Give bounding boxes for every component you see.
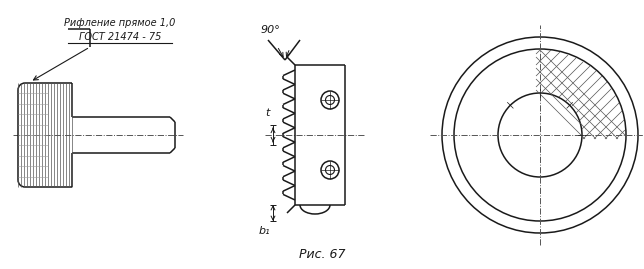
Text: ГОСТ 21474 - 75: ГОСТ 21474 - 75	[79, 32, 161, 42]
Text: 90°: 90°	[261, 25, 281, 35]
Text: Рифление прямое 1,0: Рифление прямое 1,0	[64, 18, 176, 28]
Text: t: t	[265, 108, 270, 118]
Text: b₁: b₁	[258, 226, 270, 236]
Text: Рис. 67: Рис. 67	[299, 249, 345, 261]
